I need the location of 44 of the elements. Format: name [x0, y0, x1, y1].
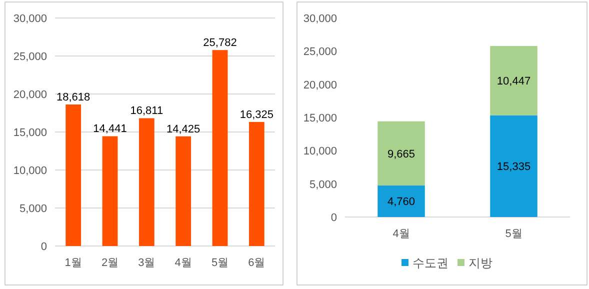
data-label: 10,447	[496, 76, 531, 88]
bar	[378, 185, 425, 217]
y-tick-label: 15,000	[303, 112, 337, 124]
y-tick-label: 5,000	[19, 203, 47, 215]
y-tick-label: 10,000	[13, 165, 47, 177]
data-label: 16,325	[240, 108, 274, 121]
y-tick-label: 0	[40, 241, 47, 253]
x-tick-label: 4월	[174, 257, 192, 269]
x-tick-label: 3월	[138, 257, 156, 269]
bar	[138, 118, 154, 246]
y-tick-label: 10,000	[303, 146, 337, 158]
bar	[212, 50, 228, 246]
data-label: 4,760	[387, 196, 416, 208]
y-tick-label: 20,000	[13, 89, 47, 101]
x-tick-label: 1월	[64, 257, 82, 269]
bar	[66, 104, 82, 246]
y-tick-label: 30,000	[303, 13, 337, 25]
bar	[248, 122, 264, 246]
x-tick-label: 5월	[505, 228, 522, 240]
bar	[490, 46, 538, 116]
y-tick-label: 25,000	[13, 51, 47, 63]
y-tick-label: 5,000	[309, 178, 337, 191]
bar	[176, 136, 192, 246]
data-label: 14,425	[166, 123, 200, 136]
legend-label: 수도권	[412, 256, 448, 270]
x-tick-label: 4월	[392, 228, 410, 240]
data-label: 25,782	[203, 37, 237, 50]
x-tick-label: 5월	[211, 257, 229, 269]
bar	[378, 121, 425, 186]
bar	[102, 136, 118, 246]
data-label: 15,335	[496, 161, 531, 174]
bar	[490, 115, 538, 217]
x-tick-label: 6월	[248, 257, 266, 269]
y-tick-label: 25,000	[303, 46, 337, 58]
x-tick-label: 2월	[101, 257, 119, 269]
data-label: 16,811	[130, 105, 164, 118]
y-tick-label: 30,000	[13, 13, 47, 25]
y-tick-label: 15,000	[13, 127, 47, 139]
y-tick-label: 0	[330, 212, 337, 224]
data-label: 14,441	[93, 123, 127, 136]
y-tick-label: 20,000	[303, 79, 337, 92]
data-label: 9,665	[387, 148, 416, 160]
legend-label: 지방	[468, 256, 492, 270]
data-label: 18,618	[56, 92, 90, 104]
